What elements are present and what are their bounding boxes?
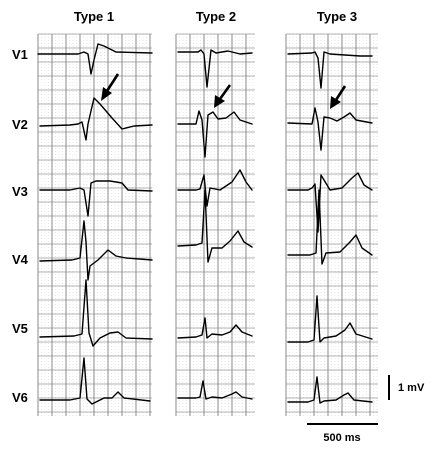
ecg-trace-v2-type-3 [287, 107, 373, 151]
ecg-trace-v4-type-3 [287, 189, 373, 265]
lead-label-v3: V3 [12, 184, 28, 199]
ecg-trace-v2-type-1 [39, 97, 153, 141]
ecg-grid [37, 33, 378, 416]
column-title-type-2: Type 2 [196, 9, 236, 24]
arrow-type-3 [330, 85, 347, 109]
ecg-trace-v2-type-2 [177, 110, 253, 158]
arrow-type-2 [214, 84, 232, 108]
ecg-trace-v5-type-2 [177, 317, 253, 339]
ecg-traces [37, 43, 373, 405]
ecg-trace-v3-type-2 [177, 169, 253, 207]
time-scale-label: 500 ms [323, 432, 360, 444]
ecg-trace-v4-type-1 [39, 220, 153, 281]
ecg-trace-v6-type-1 [39, 357, 151, 405]
grid-panel-type-1 [37, 33, 152, 416]
ecg-trace-v5-type-1 [39, 279, 153, 347]
ecg-trace-v3-type-1 [39, 180, 153, 217]
column-title-type-3: Type 3 [317, 9, 357, 24]
ecg-trace-v1-type-2 [177, 49, 253, 88]
ecg-trace-v3-type-3 [287, 172, 373, 233]
ecg-trace-v6-type-2 [177, 380, 253, 400]
arrow-type-1 [101, 73, 120, 101]
voltage-scale-label: 1 mV [398, 382, 425, 394]
ecg-trace-v1-type-3 [287, 51, 373, 89]
grid-panel-type-2 [175, 33, 255, 416]
lead-label-v5: V5 [12, 321, 28, 336]
ecg-trace-v6-type-3 [287, 376, 373, 404]
lead-label-v6: V6 [12, 390, 28, 405]
lead-label-v2: V2 [12, 117, 28, 132]
ecg-trace-v4-type-2 [177, 189, 253, 263]
lead-label-v1: V1 [12, 47, 28, 62]
ecg-trace-v1-type-1 [37, 43, 153, 75]
column-title-type-1: Type 1 [74, 9, 114, 24]
grid-panel-type-3 [285, 33, 378, 416]
lead-label-v4: V4 [12, 252, 29, 267]
ecg-trace-v5-type-3 [287, 295, 373, 343]
